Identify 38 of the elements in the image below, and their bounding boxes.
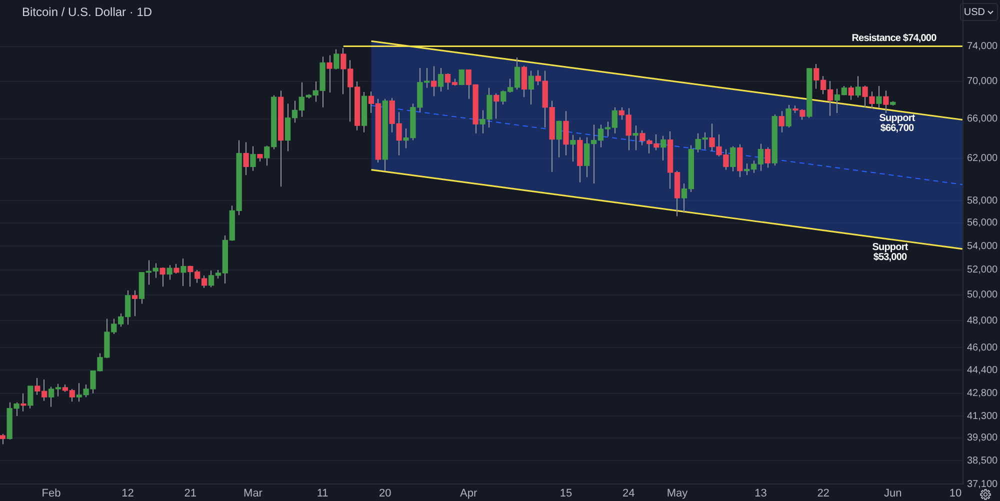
y-axis-title: USD xyxy=(964,6,985,18)
chart-title: Bitcoin / U.S. Dollar · 1D xyxy=(22,5,152,19)
y-tick-label: 38,500 xyxy=(967,455,998,466)
y-tick-label: 62,000 xyxy=(967,153,998,164)
y-tick-label: 52,000 xyxy=(967,264,998,276)
y-tick-label: 39,900 xyxy=(967,432,998,444)
y-tick-label: 70,000 xyxy=(967,76,998,88)
x-tick-label: 24 xyxy=(622,488,635,500)
y-tick-label: 37,100 xyxy=(967,478,998,490)
x-tick-label: 15 xyxy=(560,488,572,500)
y-tick-label: 50,000 xyxy=(967,290,998,301)
x-tick-label: Apr xyxy=(460,488,478,500)
annotation: Resistance $74,000 xyxy=(852,33,936,44)
y-tick-label: 54,000 xyxy=(967,240,998,252)
candlestick xyxy=(632,126,638,150)
y-tick-label: 41,300 xyxy=(967,410,998,422)
x-tick-label: Feb xyxy=(42,488,61,500)
y-tick-label: 74,000 xyxy=(967,41,998,52)
annotation: Support $66,700 xyxy=(879,113,915,134)
y-tick-label: 42,800 xyxy=(967,388,998,400)
annotation: Support $53,000 xyxy=(872,242,908,263)
y-tick-label: 66,000 xyxy=(967,114,998,125)
y-tick-label: 58,000 xyxy=(967,195,998,206)
x-tick-label: 21 xyxy=(184,488,197,500)
dropdown-button: USD xyxy=(960,3,998,21)
x-tick-label: 20 xyxy=(379,488,392,500)
x-tick-label: 11 xyxy=(316,488,328,500)
y-tick-label: 46,000 xyxy=(967,342,998,354)
x-tick-label: Mar xyxy=(244,488,263,500)
y-tick-label: 48,000 xyxy=(967,315,998,326)
x-tick-label: 13 xyxy=(754,488,767,500)
y-tick-label: 44,400 xyxy=(967,364,998,376)
y-tick-label: 56,000 xyxy=(967,218,998,229)
x-tick-label: 10 xyxy=(949,488,962,500)
x-tick-label: Jun xyxy=(884,488,902,500)
x-tick-label: 12 xyxy=(122,488,134,500)
x-tick-label: 22 xyxy=(817,488,830,500)
x-tick-label: May xyxy=(666,488,688,500)
